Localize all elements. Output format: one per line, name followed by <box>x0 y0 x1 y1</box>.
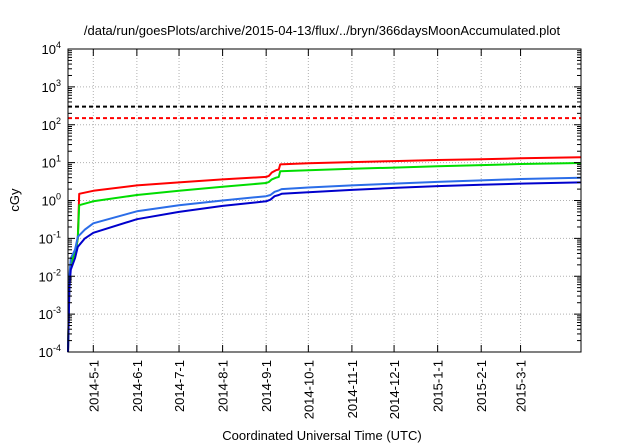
y-tick-label: 10-1 <box>39 229 61 246</box>
y-tick-label: 104 <box>42 40 61 57</box>
chart-title: /data/run/goesPlots/archive/2015-04-13/f… <box>84 23 561 38</box>
x-tick-label: 2014-7-1 <box>172 360 187 412</box>
y-tick-label: 102 <box>42 116 61 133</box>
series-line <box>67 176 582 353</box>
x-tick-labels: 2014-5-1 2014-6-1 2014-7-1 2014-8-1 2014-9-1… <box>86 360 528 419</box>
series-layer <box>67 156 582 353</box>
x-tick-label: 2014-8-1 <box>216 360 231 412</box>
x-tick-label: 2014-5-1 <box>86 360 101 412</box>
y-tick-label: 100 <box>42 192 61 209</box>
x-tick-label: 2014-6-1 <box>130 360 145 412</box>
y-tick-label: 10-4 <box>39 343 61 360</box>
x-tick-label: 2014-10-1 <box>301 360 316 419</box>
y-tick-label: 101 <box>42 154 61 171</box>
plot-frame <box>67 48 582 353</box>
series-line <box>67 181 582 353</box>
grid-layer <box>68 49 581 352</box>
x-tick-label: 2014-12-1 <box>387 360 402 419</box>
y-tick-label: 10-3 <box>39 305 61 322</box>
y-axis-title: cGy <box>7 188 22 212</box>
x-tick-label: 2015-3-1 <box>514 360 529 412</box>
tick-layer <box>68 48 581 353</box>
y-tick-label: 103 <box>42 78 61 95</box>
y-tick-label: 10-2 <box>39 267 61 284</box>
reference-lines <box>68 105 581 120</box>
x-axis-title: Coordinated Universal Time (UTC) <box>222 428 421 443</box>
x-tick-label: 2015-1-1 <box>431 360 446 412</box>
y-tick-labels: 10-4 10-3 10-2 10-1 100 101 102 103 104 <box>39 40 61 360</box>
x-tick-label: 2015-2-1 <box>474 360 489 412</box>
x-tick-label: 2014-9-1 <box>259 360 274 412</box>
x-tick-label: 2014-11-1 <box>345 360 360 418</box>
